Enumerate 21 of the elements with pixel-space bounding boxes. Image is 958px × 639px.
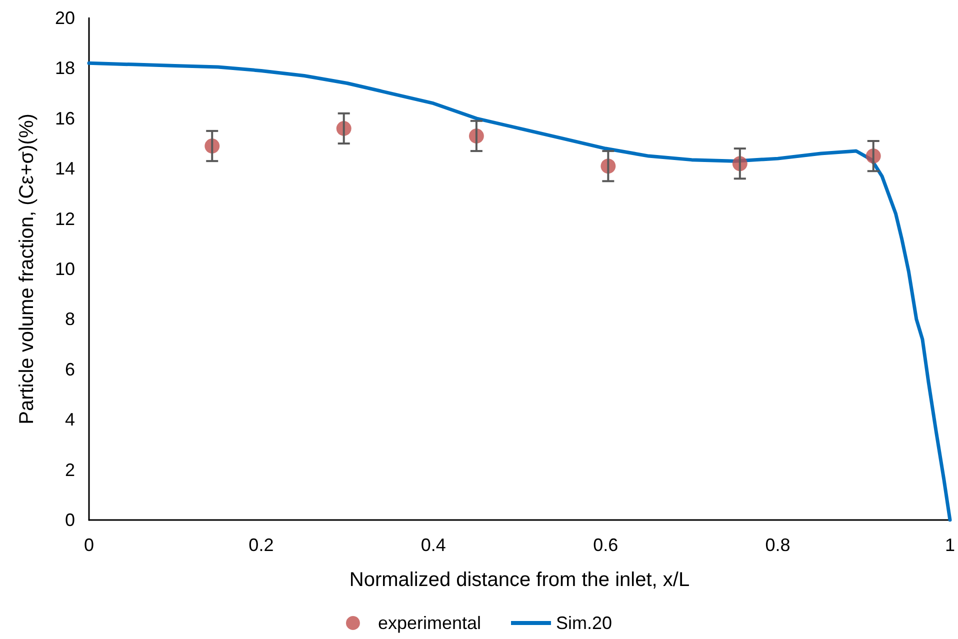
- y-tick-label: 18: [54, 58, 75, 78]
- y-tick-label: 2: [64, 460, 75, 480]
- y-tick-label: 6: [64, 359, 75, 380]
- x-axis-title: Normalized distance from the inlet, x/L: [349, 569, 690, 591]
- y-tick-label: 12: [54, 208, 75, 229]
- legend-label: Sim.20: [556, 613, 612, 633]
- x-tick-label: 0.4: [420, 535, 446, 555]
- y-tick-label: 8: [64, 309, 75, 330]
- legend-label: experimental: [378, 613, 482, 633]
- y-tick-label: 20: [54, 8, 75, 28]
- x-tick-label: 0: [84, 535, 94, 555]
- y-tick-label: 4: [64, 410, 75, 430]
- y-tick-label: 16: [54, 108, 75, 128]
- y-axis-title: Particle volume fraction, (Cε+σ)(%): [16, 114, 38, 424]
- x-tick-label: 0.6: [593, 535, 618, 555]
- y-tick-label: 10: [54, 259, 75, 279]
- y-tick-label: 14: [54, 158, 75, 179]
- x-tick-label: 1: [944, 535, 955, 555]
- x-tick-label: 0.2: [248, 535, 274, 555]
- x-tick-label: 0.8: [765, 535, 790, 555]
- y-tick-label: 0: [64, 510, 75, 530]
